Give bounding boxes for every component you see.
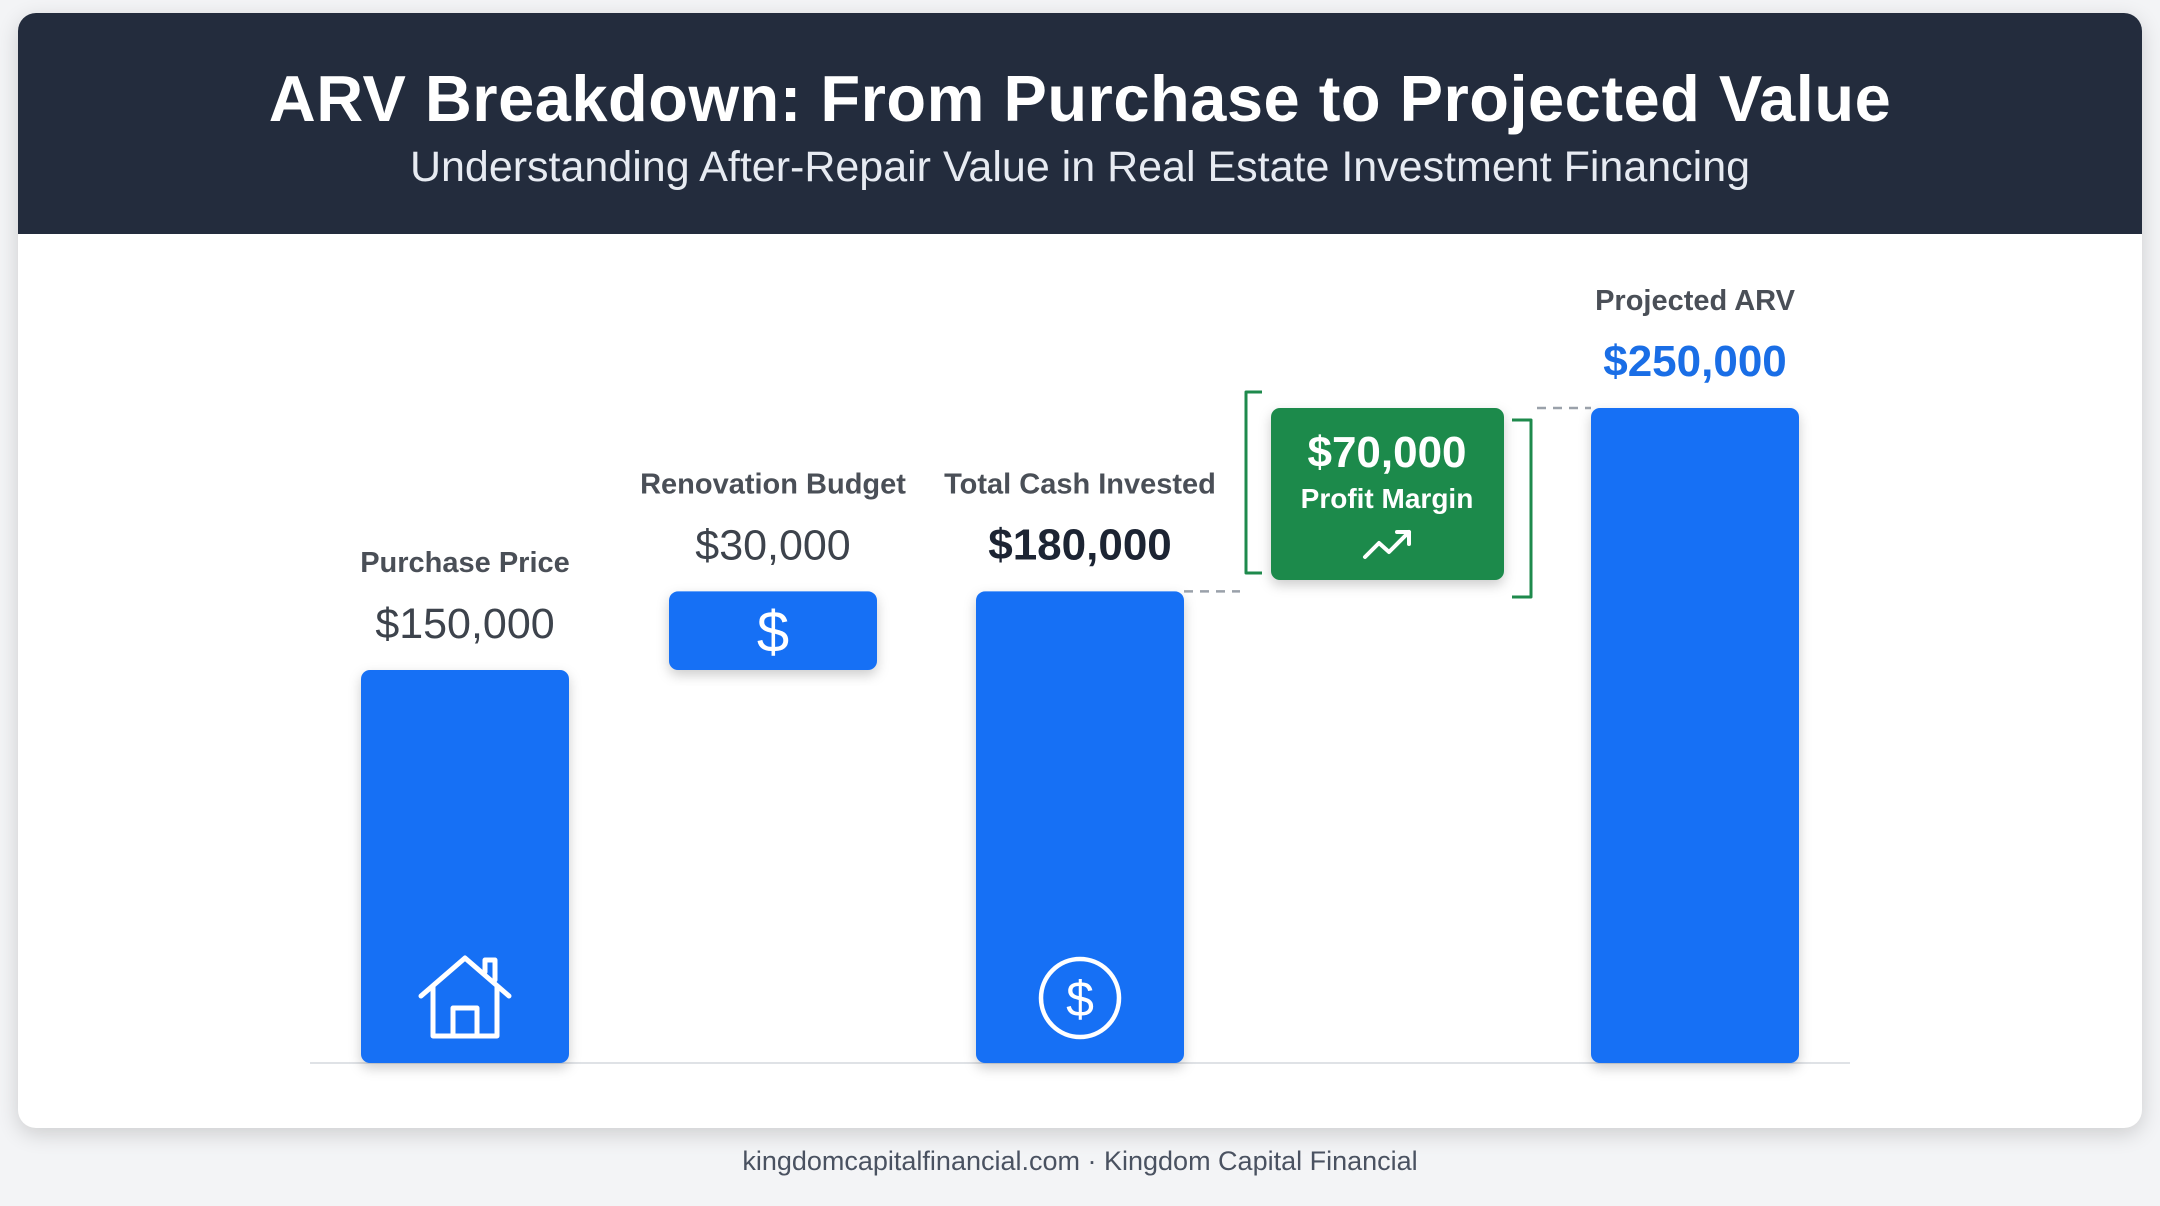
header-banner: ARV Breakdown: From Purchase to Projecte…	[18, 13, 2142, 234]
value-label: $250,000	[1603, 337, 1787, 386]
dollar-icon: $	[757, 600, 789, 665]
bar-purchase-price	[361, 670, 569, 1063]
category-label: Total Cash Invested	[944, 468, 1216, 500]
bar-renovation-budget	[669, 591, 877, 670]
profit-margin-box	[1271, 408, 1504, 580]
svg-text:$: $	[1066, 971, 1094, 1027]
value-label: $180,000	[988, 520, 1172, 569]
page-title: ARV Breakdown: From Purchase to Projecte…	[268, 62, 1892, 135]
bar-total-cash-invested	[976, 591, 1184, 1063]
category-label: Projected ARV	[1595, 285, 1795, 317]
house-icon	[418, 955, 512, 1039]
value-label: $30,000	[695, 521, 850, 569]
bracket-right	[1512, 418, 1533, 599]
bar-projected-arv	[1591, 408, 1799, 1063]
category-label: Purchase Price	[360, 547, 570, 579]
bracket-left	[1244, 390, 1262, 575]
page-subtitle: Understanding After-Repair Value in Real…	[409, 143, 1751, 191]
profit-value: $70,000	[1307, 428, 1466, 477]
profit-label: Profit Margin	[1301, 483, 1474, 514]
value-label: $150,000	[375, 600, 554, 648]
trend-up-icon	[1363, 530, 1411, 559]
category-label: Renovation Budget	[640, 468, 906, 500]
dollar-circle-icon: $	[1038, 956, 1122, 1040]
footer-credit: kingdomcapitalfinancial.com · Kingdom Ca…	[742, 1146, 1418, 1176]
